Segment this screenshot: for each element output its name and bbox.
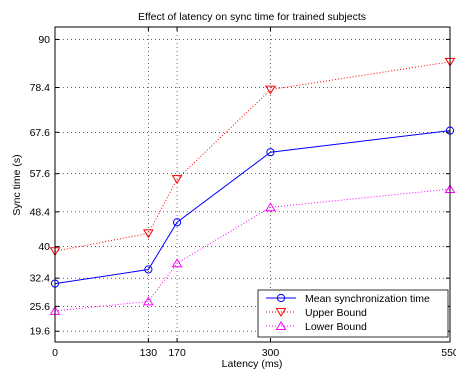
x-tick-label: 550 <box>441 347 456 359</box>
y-tick-label: 25.6 <box>30 301 51 313</box>
series-layer <box>49 57 456 315</box>
y-tick-label: 90 <box>38 34 50 46</box>
data-point-upper <box>142 229 154 239</box>
data-point-mean <box>266 148 275 157</box>
x-tick-label: 300 <box>262 347 280 359</box>
y-tick-label: 78.4 <box>30 82 51 94</box>
series-line-0 <box>54 130 451 285</box>
x-tick-label: 130 <box>140 347 158 359</box>
y-tick-label: 67.6 <box>30 127 51 139</box>
x-axis-label: Latency (ms) <box>222 358 283 370</box>
data-point-upper <box>265 85 276 95</box>
y-axis-label: Sync time (s) <box>11 154 23 215</box>
data-point-mean <box>172 218 182 227</box>
y-tick-label: 19.6 <box>30 326 51 338</box>
x-tick-label: 170 <box>168 347 186 359</box>
legend-marker-upper <box>275 308 287 317</box>
y-tick-label: 48.4 <box>30 206 51 218</box>
legend-label-lower: Lower Bound <box>305 321 367 333</box>
plot-background <box>55 27 450 342</box>
y-tick-label: 40 <box>38 241 50 253</box>
legend-label-mean: Mean synchronization time <box>305 293 430 305</box>
y-tick-label: 57.6 <box>30 168 51 180</box>
data-point-lower <box>142 296 154 306</box>
axis-ticks: 0 130 170 300 550 19.6 25.6 32.4 40 48.4 57.6 67.6 7… <box>30 27 456 359</box>
x-tick-label: 0 <box>52 347 58 359</box>
data-point-lower <box>171 258 183 268</box>
data-point-mean <box>144 265 153 274</box>
series-line-2 <box>54 188 451 312</box>
series-line-1 <box>54 61 451 252</box>
y-tick-label: 32.4 <box>30 273 51 285</box>
legend-marker-mean <box>276 293 286 303</box>
legend-label-upper: Upper Bound <box>305 307 367 319</box>
grid <box>55 27 450 342</box>
legend-marker-lower <box>275 321 287 330</box>
data-point-lower <box>265 202 276 212</box>
plot-border <box>54 26 451 343</box>
legend: Mean synchronization time Upper Bound Lo… <box>257 289 449 338</box>
chart-title: Effect of latency on sync time for train… <box>138 11 366 23</box>
data-point-upper <box>171 175 183 185</box>
